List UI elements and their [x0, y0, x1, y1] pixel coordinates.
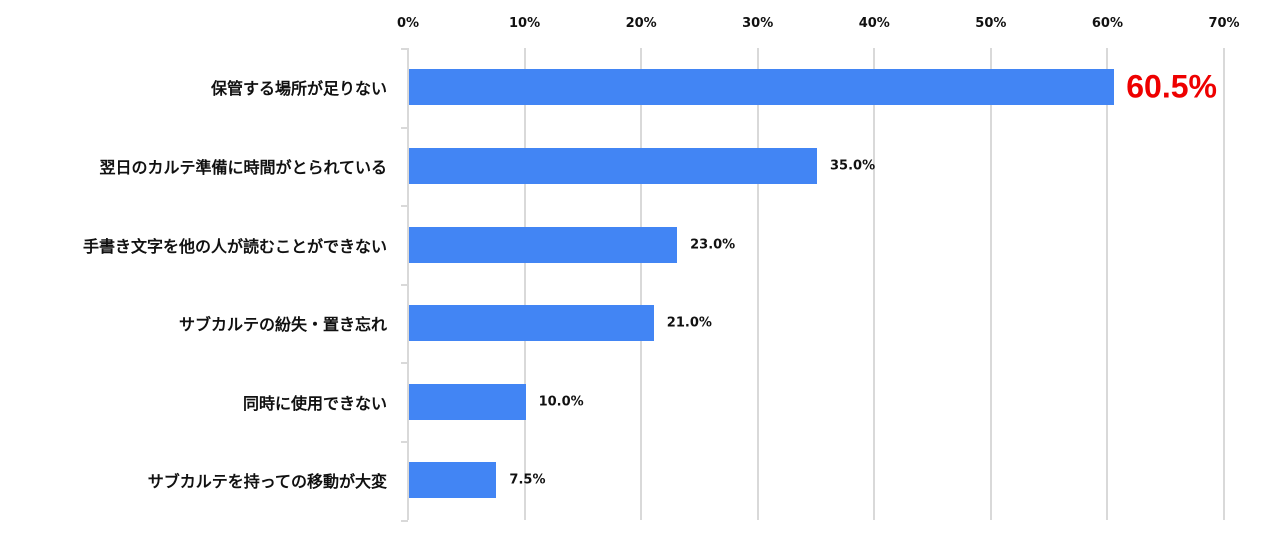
gridline — [1223, 48, 1225, 520]
value-label: 7.5% — [509, 472, 546, 488]
x-tick-label: 20% — [625, 16, 657, 31]
gridline — [1106, 48, 1109, 520]
bar — [409, 69, 1115, 106]
y-axis-tick — [401, 441, 408, 443]
category-label: 手書き文字を他の人が読むことができない — [82, 236, 387, 256]
y-axis-tick — [401, 519, 408, 522]
category-label: 保管する場所が足りない — [210, 79, 387, 99]
x-tick-label: 60% — [1091, 16, 1123, 31]
value-label: 23.0% — [690, 237, 736, 252]
category-label: サブカルテを持っての移動が大変 — [147, 472, 387, 492]
y-axis-line — [407, 48, 409, 520]
x-tick-label: 30% — [742, 16, 774, 31]
y-axis-tick — [401, 205, 408, 208]
highlighted-value-label: 60.5% — [1126, 68, 1217, 105]
gridline — [756, 48, 759, 520]
bar — [409, 462, 497, 499]
value-label: 10.0% — [538, 394, 584, 410]
value-label: 35.0% — [830, 158, 876, 174]
bar — [409, 147, 817, 184]
y-axis-tick — [401, 126, 408, 129]
x-tick-label: 50% — [975, 16, 1007, 31]
y-axis-tick — [401, 362, 408, 365]
y-axis-tick — [401, 283, 408, 286]
category-label: 同時に使用できない — [242, 393, 387, 413]
category-label: サブカルテの紛失・置き忘れ — [178, 315, 387, 335]
gridline — [989, 48, 992, 520]
x-tick-label: 0% — [396, 16, 420, 31]
category-label: 翌日のカルテ準備に時間がとられている — [99, 157, 387, 177]
x-tick-label: 70% — [1208, 16, 1240, 31]
bar — [409, 383, 526, 420]
x-tick-label: 40% — [858, 16, 890, 31]
bar — [409, 226, 678, 263]
gridline — [873, 48, 876, 520]
bar — [409, 305, 654, 342]
x-tick-label: 10% — [509, 16, 541, 31]
gridline — [640, 48, 643, 520]
gridline — [523, 48, 526, 520]
value-label: 21.0% — [666, 315, 712, 331]
y-axis-tick — [401, 48, 408, 50]
